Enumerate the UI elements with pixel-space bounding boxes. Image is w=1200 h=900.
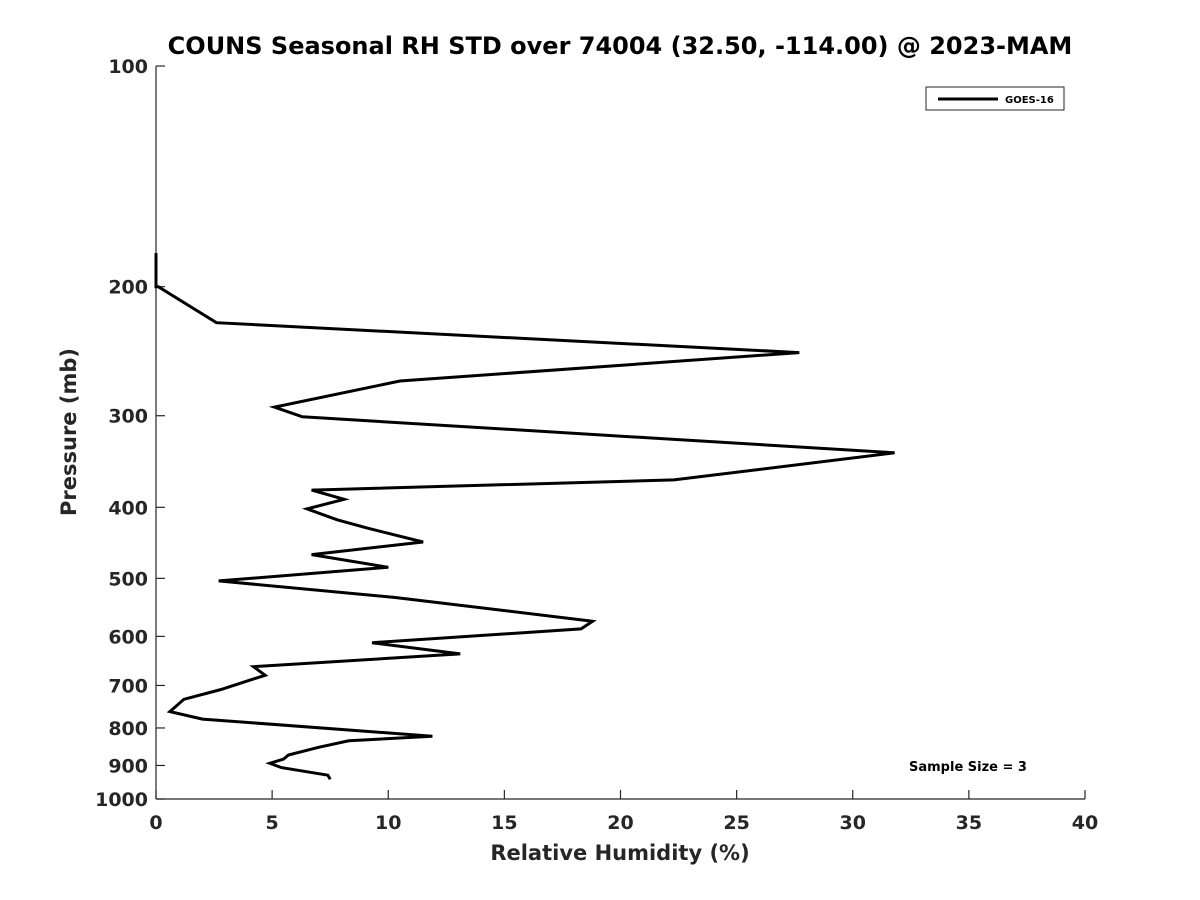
x-tick-label: 10 [375,812,401,834]
y-axis-label: Pressure (mb) [57,348,81,516]
x-axis-label: Relative Humidity (%) [490,841,749,865]
x-tick-label: 20 [607,812,633,834]
y-tick-label: 800 [108,718,148,740]
legend-label-goes-16: GOES-16 [1005,95,1054,106]
x-tick-label: 35 [956,812,982,834]
x-tick-label: 30 [840,812,866,834]
series-layer [154,253,895,781]
y-tick-label: 200 [108,277,148,299]
sample-size-annotation: Sample Size = 3 [909,760,1027,775]
x-tick-label: 40 [1072,812,1098,834]
x-tick-label: 0 [149,812,162,834]
y-tick-label: 700 [108,675,148,697]
x-tick-label: 5 [266,812,279,834]
y-tick-label: 100 [108,56,148,78]
y-tick-label: 900 [108,755,148,777]
y-tick-label: 500 [108,568,148,590]
y-tick-label: 1000 [95,789,148,811]
y-axis-ticks: 100 200 300 400 500 600 700 800 900 1000 [95,56,165,811]
x-axis-ticks: 0 5 10 15 20 25 30 35 40 [149,790,1098,834]
x-tick-label: 15 [491,812,517,834]
y-tick-label: 400 [108,497,148,519]
x-tick-label: 25 [723,812,749,834]
chart-title: COUNS Seasonal RH STD over 74004 (32.50,… [168,32,1073,60]
y-tick-label: 300 [108,406,148,428]
series-line-goes-16 [154,253,895,781]
y-tick-label: 600 [108,626,148,648]
legend: GOES-16 [925,86,1065,111]
